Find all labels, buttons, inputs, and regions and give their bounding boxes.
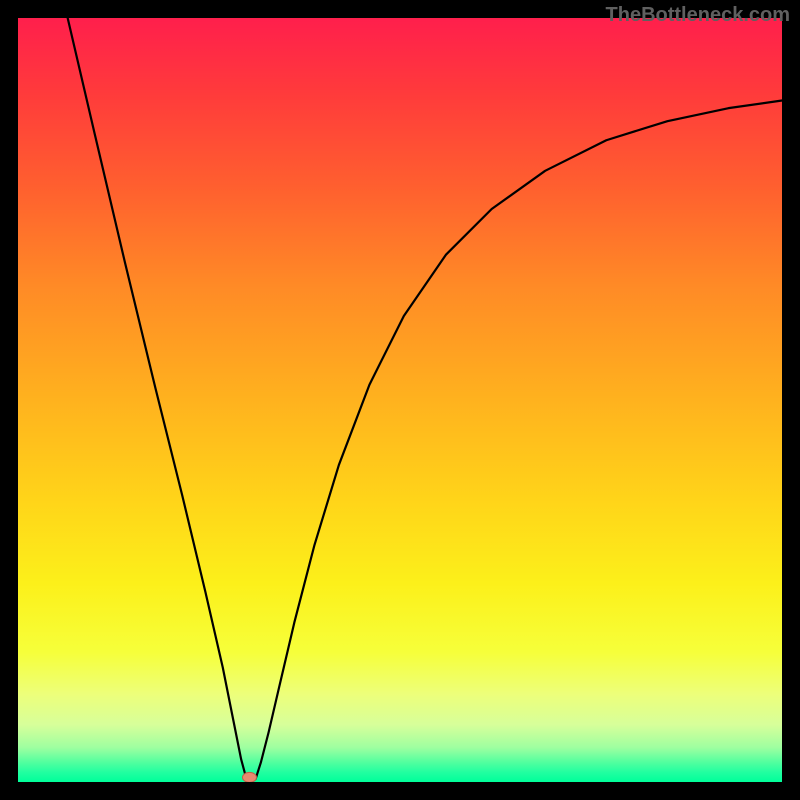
bottleneck-chart: TheBottleneck.com — [0, 0, 800, 800]
plot-background — [18, 18, 782, 782]
attribution-text: TheBottleneck.com — [606, 4, 790, 27]
chart-canvas — [0, 0, 800, 800]
minimum-marker — [242, 772, 256, 782]
